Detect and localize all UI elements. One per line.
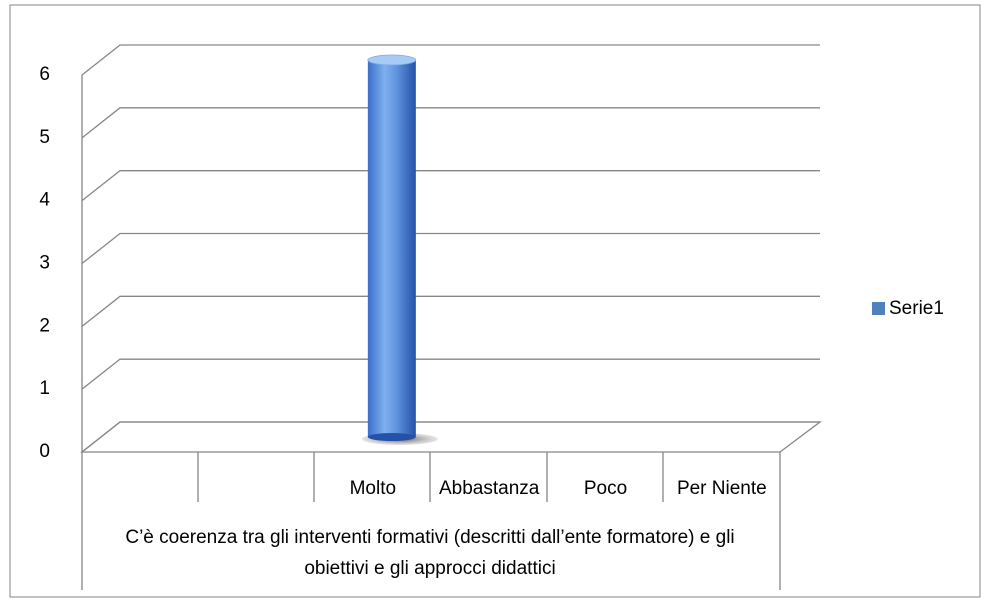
floor <box>80 421 822 453</box>
y-tick-label: 5 <box>39 127 50 148</box>
grid-line <box>81 421 820 453</box>
grid-line <box>81 295 820 327</box>
legend-swatch <box>872 302 885 315</box>
grid-line <box>81 44 820 76</box>
y-tick-label: 6 <box>39 64 50 85</box>
grid-line <box>81 107 820 139</box>
bar-top <box>367 54 417 66</box>
group-label: C’è coerenza tra gli interventi formativ… <box>125 527 735 579</box>
y-tick-label: 1 <box>39 378 50 399</box>
x-tick-label: Poco <box>584 478 627 499</box>
legend-label: Serie1 <box>889 298 944 319</box>
grid-line <box>81 170 820 202</box>
grid-line <box>81 358 820 390</box>
y-tick-label: 4 <box>39 190 50 211</box>
x-tick-label: Abbastanza <box>439 478 540 499</box>
bar-base <box>367 433 416 441</box>
y-tick-label: 2 <box>39 315 50 336</box>
y-tick-label: 3 <box>39 253 50 274</box>
chart-border <box>9 4 981 598</box>
bar <box>367 60 416 437</box>
y-tick-label: 0 <box>39 441 50 462</box>
x-tick-label: Molto <box>350 478 396 499</box>
grid-line <box>81 232 820 265</box>
x-tick-label: Per Niente <box>677 478 767 499</box>
